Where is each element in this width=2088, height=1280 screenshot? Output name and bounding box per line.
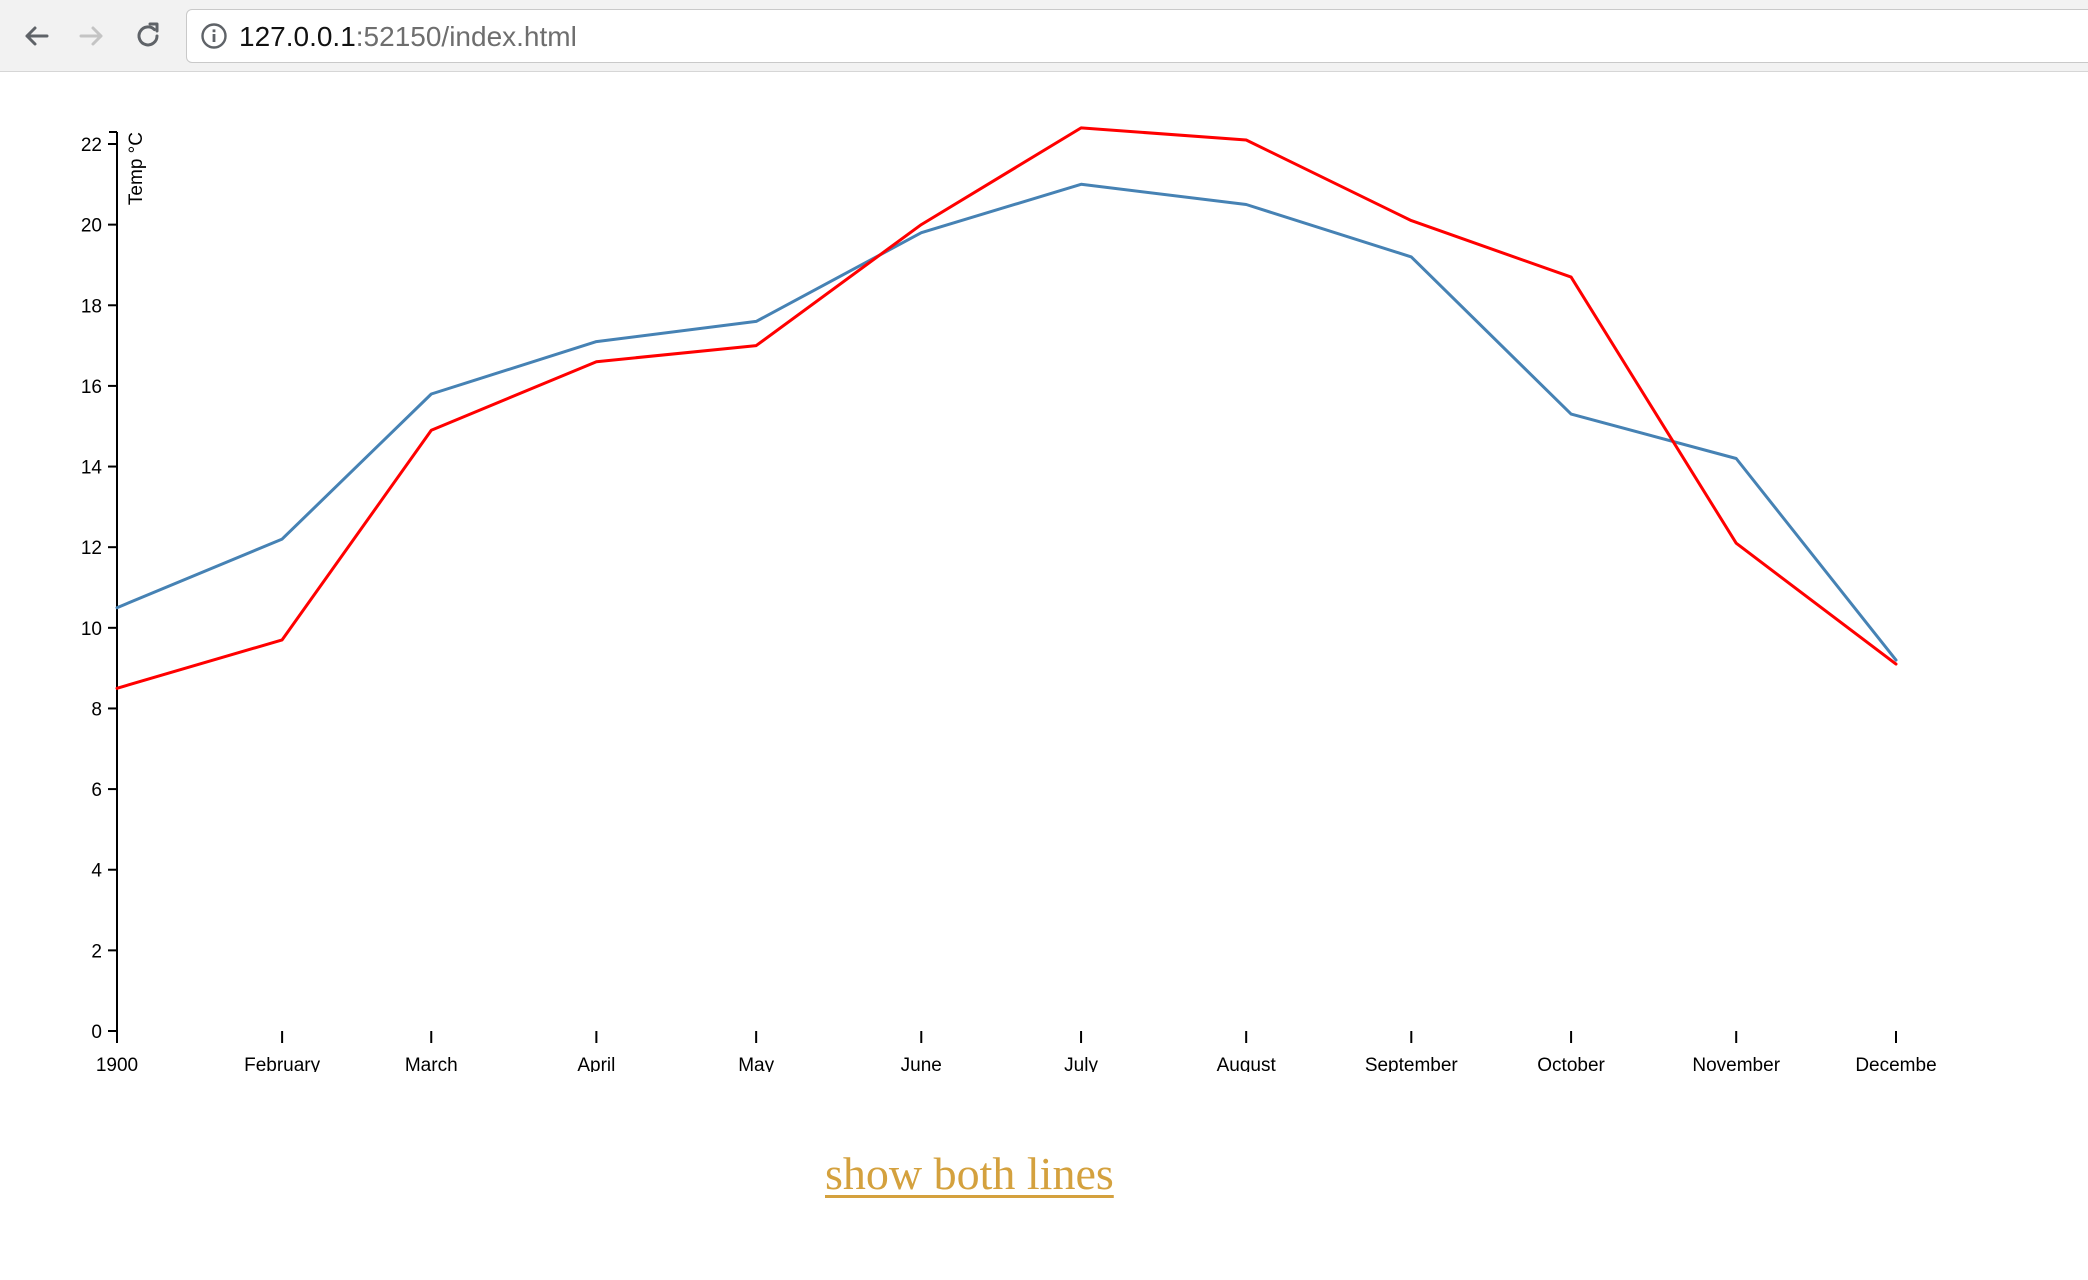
page-content: 0 2 4 6 8 10 12 14 16 18 20 22 Temp °C 1900 February Ma…: [0, 72, 2088, 1280]
forward-button[interactable]: [72, 16, 112, 56]
info-icon[interactable]: [200, 22, 228, 50]
url-path: :52150/index.html: [355, 21, 577, 52]
series-line-red: [115, 126, 1898, 690]
browser-toolbar: 127.0.0.1:52150/index.html: [0, 0, 2088, 72]
y-tick-label: 2: [91, 941, 102, 962]
x-tick-label: May: [738, 1055, 774, 1072]
show-both-lines-link[interactable]: show both lines: [825, 1148, 1114, 1199]
arrow-left-icon: [25, 26, 49, 46]
x-tick-label: August: [1217, 1055, 1277, 1072]
y-tick-label: 4: [91, 861, 102, 882]
x-tick-label: September: [1365, 1055, 1459, 1072]
y-tick-label: 20: [81, 216, 102, 237]
back-button[interactable]: [16, 16, 56, 56]
y-axis-title: Temp °C: [126, 132, 147, 205]
series-line-blue: [115, 182, 1898, 662]
x-tick-label: June: [901, 1055, 942, 1072]
y-tick-label: 14: [81, 458, 103, 479]
x-tick-label: Decembe: [1855, 1055, 1936, 1072]
url-text[interactable]: 127.0.0.1:52150/index.html: [239, 21, 577, 53]
x-tick-label: February: [244, 1055, 321, 1072]
y-tick-label: 12: [81, 538, 102, 559]
temperature-line-chart: 0 2 4 6 8 10 12 14 16 18 20 22 Temp °C 1900 February Ma…: [81, 126, 1937, 1072]
y-tick-label: 6: [91, 780, 102, 801]
x-tick-label: 1900: [96, 1055, 138, 1072]
y-tick-label: 10: [81, 619, 102, 640]
x-tick-label: November: [1692, 1055, 1780, 1072]
arrow-right-icon: [79, 26, 103, 46]
y-tick-label: 8: [91, 699, 102, 720]
y-tick-label: 16: [81, 377, 102, 398]
y-tick-label: 22: [81, 135, 102, 156]
x-tick-label: April: [577, 1055, 615, 1072]
url-host: 127.0.0.1: [239, 21, 356, 52]
y-tick-label: 0: [91, 1022, 102, 1043]
x-tick-label: July: [1064, 1055, 1098, 1072]
x-tick-label: October: [1537, 1055, 1605, 1072]
reload-icon: [137, 22, 159, 47]
x-tick-label: March: [405, 1055, 458, 1072]
reload-button[interactable]: [128, 16, 168, 56]
address-bar[interactable]: 127.0.0.1:52150/index.html: [186, 9, 2088, 63]
y-tick-label: 18: [81, 296, 102, 317]
